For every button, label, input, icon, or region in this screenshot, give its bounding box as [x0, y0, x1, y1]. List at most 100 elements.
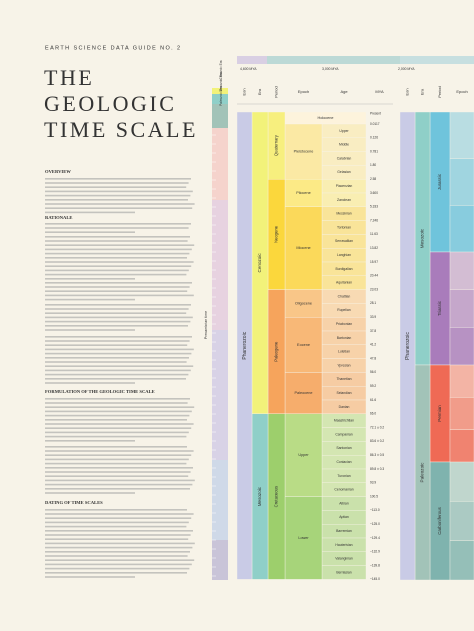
- column-header: MYA: [375, 89, 384, 94]
- section-heading: OVERVIEW: [45, 169, 71, 174]
- text-line: [45, 517, 192, 519]
- epoch-cell: [284, 413, 323, 497]
- text-line: [45, 182, 189, 184]
- text-line: [45, 320, 191, 323]
- age-label: Barremian: [336, 529, 352, 533]
- text-line: [45, 559, 195, 561]
- epoch-cell: [449, 205, 474, 253]
- mya-label: 2.58: [370, 177, 376, 181]
- timeline-label: 2,000 MYA: [398, 67, 415, 71]
- text-line: [45, 312, 187, 314]
- mya-label: 89.8 ± 0.3: [370, 467, 384, 471]
- column-header: Era: [420, 88, 425, 95]
- text-line: [45, 402, 188, 404]
- text-line: [45, 199, 188, 201]
- age-label: Ypresian: [337, 363, 350, 367]
- mya-label: 7.246: [370, 218, 378, 222]
- text-line: [45, 555, 188, 557]
- epoch-cell: [449, 289, 474, 328]
- text-line: [45, 462, 187, 465]
- text-line: [45, 414, 190, 417]
- text-line: [45, 282, 192, 284]
- age-label: Lutetian: [338, 350, 350, 354]
- column-header: Era: [257, 88, 262, 95]
- mya-label: 3.600: [370, 191, 378, 195]
- text-line: [45, 178, 191, 180]
- epoch-cell: [284, 317, 323, 373]
- mya-label: Present: [370, 111, 381, 115]
- text-line: [45, 410, 192, 413]
- text-line: [45, 257, 187, 259]
- age-label: Gelasian: [337, 170, 350, 174]
- column-header: Eon: [405, 88, 410, 95]
- mya-label: ~145.0: [370, 577, 380, 581]
- section-heading: FORMULATION OF THE GEOLOGIC TIME SCALE: [45, 389, 155, 394]
- epoch-label: Miocene: [296, 246, 310, 250]
- epoch-label: Oligocene: [295, 301, 312, 305]
- text-line: [45, 373, 189, 376]
- text-line: [45, 538, 189, 540]
- time-table-2: Eon Era Period Epoch Jurassic Triassic Mesozoi…: [399, 86, 474, 581]
- vertical-label: Paleogene: [274, 341, 279, 362]
- text-line: [45, 378, 186, 380]
- text-line: [45, 576, 135, 578]
- mya-label: ~125.0: [370, 522, 380, 526]
- vertical-label: Carboniferous: [437, 506, 442, 534]
- text-line: [45, 273, 187, 276]
- age-label: Langhian: [337, 253, 351, 257]
- text-line: [45, 450, 194, 452]
- epoch-cell: [449, 501, 474, 541]
- vertical-label: Triassic: [437, 300, 442, 316]
- age-label: Hauterivian: [335, 543, 352, 547]
- text-line: [45, 534, 191, 536]
- age-label: Calabrian: [337, 156, 352, 160]
- age-label: Chattian: [338, 294, 351, 298]
- text-line: [45, 194, 191, 197]
- mya-label: 5.333: [370, 205, 378, 209]
- text-line: [45, 423, 194, 425]
- mya-label: 100.5: [370, 494, 378, 498]
- age-label: Thanetian: [336, 377, 351, 381]
- text-line: [45, 483, 193, 486]
- age-label: Maastrichtian: [334, 419, 354, 423]
- sidebar-segment: [212, 460, 228, 540]
- title-line: GEOLOGIC: [44, 91, 176, 116]
- age-label: Upper: [339, 129, 349, 133]
- age-label: Zanclean: [337, 198, 351, 202]
- mya-label: 61.6: [370, 398, 376, 402]
- column-header: Epoch: [456, 89, 467, 94]
- age-label: Middle: [339, 143, 349, 147]
- vertical-label: Mesozoic: [257, 486, 262, 506]
- text-line: [45, 521, 189, 524]
- epoch-cell: [284, 206, 323, 290]
- text-line: [45, 361, 187, 363]
- text-line: [45, 513, 194, 515]
- title-line: TIME SCALE: [44, 117, 198, 142]
- text-line: [45, 406, 195, 408]
- text-line: [45, 290, 188, 292]
- text-line: [45, 546, 193, 549]
- epoch-label: Paleocene: [295, 391, 313, 395]
- age-label: Selandian: [336, 391, 351, 395]
- mya-label: 0.126: [370, 136, 378, 140]
- age-label: Cenomanian: [334, 488, 353, 492]
- mya-label: ~113.0: [370, 508, 380, 512]
- epoch-cell: [449, 158, 474, 206]
- eon-cell: [399, 111, 416, 581]
- text-line: [45, 325, 188, 327]
- mya-label: 23.03: [370, 287, 378, 291]
- mya-label: 37.8: [370, 329, 376, 333]
- mya-label: 72.1 ± 0.2: [370, 425, 384, 429]
- epoch-cell: [449, 397, 474, 430]
- vertical-label: Neogene: [274, 225, 279, 243]
- mya-label: 0.0117: [370, 122, 380, 126]
- mya-label: 66.0: [370, 412, 376, 416]
- text-line: [45, 340, 190, 342]
- text-line: [45, 240, 188, 242]
- mya-label: 47.8: [370, 356, 376, 360]
- mya-label: ~132.9: [370, 550, 380, 554]
- age-label: Aptian: [339, 515, 349, 519]
- mya-label: 15.97: [370, 260, 378, 264]
- epoch-cell: [449, 429, 474, 463]
